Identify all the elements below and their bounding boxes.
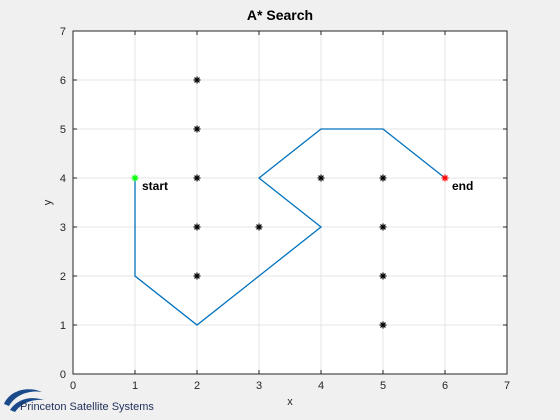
x-tick-label: 2: [194, 380, 200, 392]
obstacle-marker: [379, 272, 387, 280]
y-tick-label: 7: [60, 26, 66, 38]
search-path: [134, 128, 446, 326]
logo-swoosh-icon: [4, 389, 42, 406]
chart-title: A* Search: [247, 7, 313, 23]
y-tick-label: 6: [60, 75, 66, 87]
y-tick-label: 0: [60, 369, 66, 381]
y-tick-label: 2: [60, 271, 66, 283]
path-layer: [134, 128, 446, 326]
obstacle-marker: [193, 125, 201, 133]
y-tick-label: 4: [60, 173, 66, 185]
endpoint-layer: start end: [131, 174, 473, 193]
x-tick-label: 1: [132, 380, 138, 392]
y-tick-label: 5: [60, 124, 66, 136]
obstacle-marker: [193, 223, 201, 231]
axes-frame: [72, 30, 508, 375]
start-marker: [131, 174, 139, 182]
end-marker: [441, 174, 449, 182]
x-tick-label: 0: [70, 380, 76, 392]
obstacle-layer: [193, 76, 387, 329]
x-tick-label: 5: [380, 380, 386, 392]
x-axis-label: x: [287, 396, 293, 408]
obstacle-marker: [379, 174, 387, 182]
logo-swoosh-secondary-icon: [10, 398, 44, 412]
x-tick-label: 4: [318, 380, 324, 392]
y-tick-label: 3: [60, 222, 66, 234]
end-label: end: [452, 179, 473, 193]
y-tick-label: 1: [60, 320, 66, 332]
x-tick-label: 6: [442, 380, 448, 392]
obstacle-marker: [317, 174, 325, 182]
obstacle-marker: [193, 272, 201, 280]
obstacle-marker: [379, 321, 387, 329]
tick-layer: 0 1 2 3 4 5 6 7 0 1 2 3 4 5 6 7: [60, 26, 510, 392]
brand-name: Princeton Satellite Systems: [20, 401, 154, 413]
obstacle-marker: [193, 76, 201, 84]
obstacle-marker: [193, 174, 201, 182]
y-axis-label: y: [42, 199, 54, 205]
obstacle-marker: [379, 223, 387, 231]
grid: [73, 31, 507, 374]
start-label: start: [142, 179, 168, 193]
brand-logo: [4, 389, 44, 412]
x-tick-label: 7: [504, 380, 510, 392]
x-tick-label: 3: [256, 380, 262, 392]
obstacle-marker: [255, 223, 263, 231]
